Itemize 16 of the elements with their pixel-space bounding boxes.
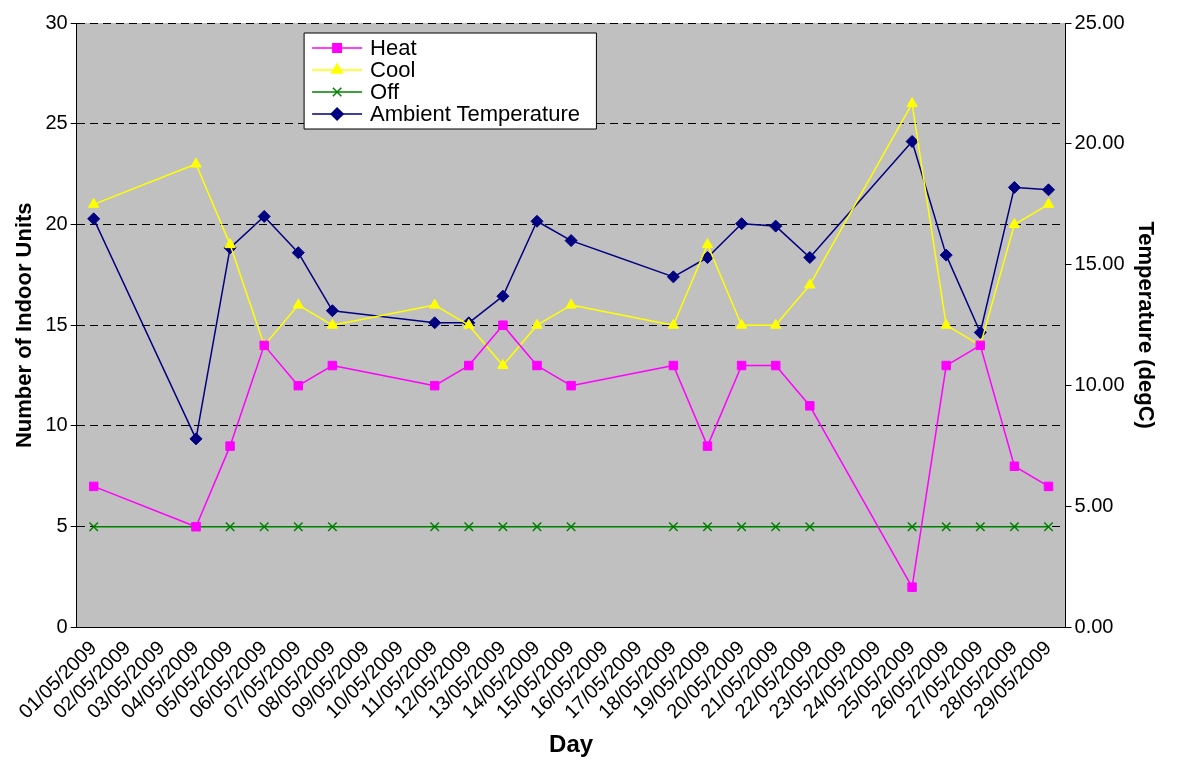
y-tick-label: 15 — [45, 312, 68, 335]
y-tick-label: 30 — [45, 10, 68, 33]
y2-tick-label: 0.00 — [1074, 614, 1114, 637]
y2-tick-label: 20.00 — [1074, 131, 1125, 154]
y2-axis-title: Temperature (degC) — [1133, 221, 1159, 429]
y-tick-label: 20 — [45, 212, 68, 234]
y-axis-title: Number of Indoor Units — [11, 202, 37, 449]
y2-tick-label: 5.00 — [1074, 494, 1114, 517]
x-axis-title: Day — [549, 730, 594, 758]
y2-tick-label: 15.00 — [1074, 252, 1125, 275]
y2-tick-label: 10.00 — [1074, 373, 1125, 396]
y-tick-label: 5 — [56, 514, 68, 537]
y-tick-label: 25 — [45, 111, 68, 134]
y-tick-label: 10 — [45, 413, 68, 436]
y-tick-label: 0 — [56, 614, 68, 637]
y2-tick-label: 25.00 — [1074, 10, 1125, 33]
